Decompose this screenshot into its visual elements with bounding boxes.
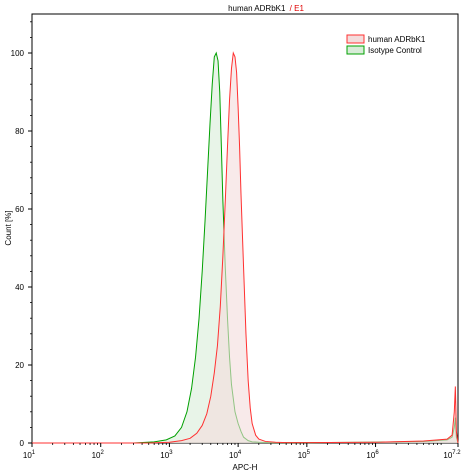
x-tick-label: 104 xyxy=(229,450,242,460)
chart-title-separator: / xyxy=(290,4,293,13)
y-tick-label: 60 xyxy=(15,205,24,214)
y-tick-label: 100 xyxy=(11,49,25,58)
chart-title: human ADRbK1 / E1 xyxy=(228,4,304,13)
x-tick-label: 106 xyxy=(366,450,379,460)
y-tick-label: 80 xyxy=(15,127,24,136)
x-axis-title: APC-H xyxy=(233,463,258,472)
legend-label-isotype-control: Isotype Control xyxy=(368,46,422,55)
y-tick-label: 40 xyxy=(15,283,24,292)
legend: human ADRbK1 Isotype Control xyxy=(346,34,426,55)
chart-title-suffix: E1 xyxy=(294,4,304,13)
chart-title-main: human ADRbK1 xyxy=(228,4,286,13)
legend-swatch-isotype-control xyxy=(346,45,365,55)
x-tick-label: 101 xyxy=(23,450,36,460)
y-axis-title: Count [%] xyxy=(4,210,13,245)
series-layer xyxy=(32,51,459,444)
legend-label-human-adrbk1: human ADRbK1 xyxy=(368,35,426,44)
y-axis: 0 20 40 60 80 100 xyxy=(11,21,32,448)
series-line-human-adrbk1 xyxy=(32,51,459,444)
x-tick-label: 105 xyxy=(298,450,311,460)
legend-swatch-human-adrbk1 xyxy=(346,34,365,44)
series-area-human-adrbk1 xyxy=(32,53,458,443)
x-tick-label: 107.2 xyxy=(443,450,461,460)
y-tick-label: 0 xyxy=(20,439,25,448)
x-axis: 101 102 103 104 105 106 107.2 xyxy=(23,443,461,460)
y-tick-label: 20 xyxy=(15,361,24,370)
x-tick-label: 102 xyxy=(92,450,105,460)
x-tick-label: 103 xyxy=(160,450,173,460)
